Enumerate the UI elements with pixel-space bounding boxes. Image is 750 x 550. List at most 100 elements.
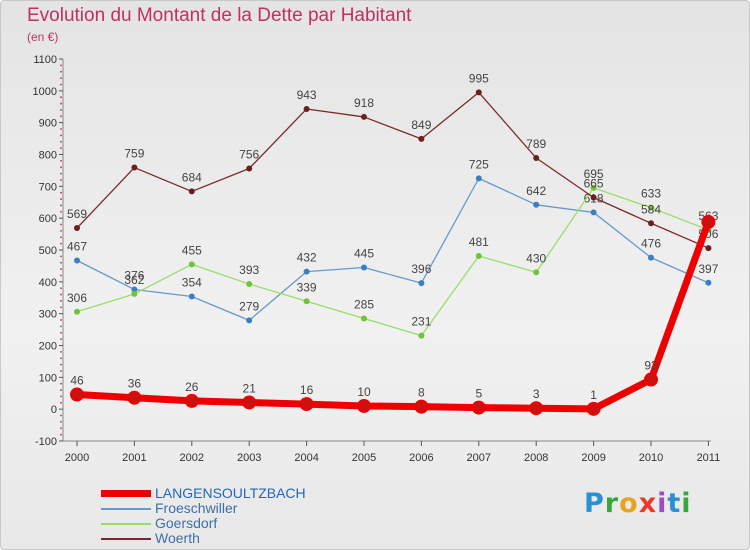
y-tick-label: 100 bbox=[39, 372, 57, 384]
data-point-woerth bbox=[475, 89, 482, 96]
y-minor-tick bbox=[60, 287, 62, 290]
data-label-woerth: 918 bbox=[354, 96, 374, 110]
data-point-woerth bbox=[303, 105, 310, 112]
y-minor-tick bbox=[60, 433, 62, 436]
x-tick-label: 2005 bbox=[352, 452, 376, 464]
x-tick-label: 2007 bbox=[467, 452, 491, 464]
data-point-goersdorf bbox=[590, 184, 597, 191]
y-minor-tick bbox=[60, 293, 62, 296]
x-tick-label: 2011 bbox=[697, 452, 721, 464]
y-minor-tick bbox=[60, 300, 62, 302]
y-minor-tick bbox=[60, 134, 62, 137]
data-point-froeschwiller bbox=[131, 286, 138, 293]
data-label-froeschwiller: 397 bbox=[698, 262, 718, 276]
data-point-goersdorf bbox=[131, 290, 138, 297]
legend-label: Woerth bbox=[155, 530, 200, 546]
y-minor-tick bbox=[60, 370, 62, 372]
legend-swatch bbox=[101, 490, 151, 497]
data-point-woerth bbox=[533, 155, 540, 162]
y-minor-tick bbox=[60, 421, 62, 423]
data-label-goersdorf: 430 bbox=[526, 251, 546, 265]
y-minor-tick bbox=[60, 223, 62, 226]
x-tick-label: 2002 bbox=[180, 452, 204, 464]
data-label-langensoultzbach: 5 bbox=[475, 387, 482, 401]
y-tick-label: 0 bbox=[51, 404, 57, 416]
y-tick-label: 500 bbox=[39, 245, 57, 257]
data-point-langensoultzbach bbox=[127, 390, 142, 405]
data-point-woerth bbox=[74, 225, 80, 232]
y-minor-tick bbox=[60, 179, 62, 181]
data-point-woerth bbox=[590, 194, 597, 201]
y-tick-label: 700 bbox=[39, 181, 57, 193]
y-minor-tick bbox=[60, 357, 62, 360]
data-label-langensoultzbach: 46 bbox=[70, 374, 84, 388]
legend-label: LANGENSOULTZBACH bbox=[155, 485, 306, 501]
data-label-goersdorf: 339 bbox=[297, 280, 317, 294]
y-minor-tick bbox=[60, 230, 62, 232]
y-minor-tick bbox=[60, 395, 62, 398]
data-point-froeschwiller bbox=[418, 280, 425, 287]
data-point-langensoultzbach bbox=[242, 395, 257, 410]
data-point-woerth bbox=[418, 135, 425, 142]
y-minor-tick bbox=[60, 128, 62, 130]
data-point-langensoultzbach bbox=[70, 387, 84, 402]
data-point-woerth bbox=[361, 113, 367, 120]
x-tick-label: 2003 bbox=[237, 452, 261, 464]
data-point-goersdorf bbox=[475, 253, 482, 260]
data-point-froeschwiller bbox=[246, 317, 253, 324]
data-label-woerth: 684 bbox=[182, 170, 202, 184]
data-point-goersdorf bbox=[361, 315, 367, 322]
y-minor-tick bbox=[60, 274, 62, 277]
x-tick-label: 2001 bbox=[122, 452, 146, 464]
x-tick-label: 2004 bbox=[294, 452, 318, 464]
data-point-froeschwiller bbox=[590, 209, 597, 216]
legend-label: Froeschwiller bbox=[155, 500, 238, 516]
series-line-froeschwiller bbox=[76, 177, 710, 322]
data-label-woerth: 943 bbox=[297, 88, 317, 102]
data-label-langensoultzbach: 8 bbox=[418, 386, 425, 400]
y-tick-label: 300 bbox=[39, 309, 57, 321]
data-point-goersdorf bbox=[648, 204, 654, 211]
y-minor-tick bbox=[60, 159, 62, 162]
legend-label: Goersdorf bbox=[155, 515, 218, 531]
data-point-langensoultzbach bbox=[414, 399, 429, 414]
y-minor-tick bbox=[60, 242, 62, 245]
legend-item-woerth: Woerth bbox=[101, 531, 306, 546]
x-tick-label: 2010 bbox=[639, 452, 663, 464]
y-minor-tick bbox=[60, 319, 62, 321]
data-label-goersdorf: 455 bbox=[182, 243, 202, 257]
y-minor-tick bbox=[60, 338, 62, 341]
y-minor-tick bbox=[60, 306, 62, 309]
data-label-langensoultzbach: 3 bbox=[533, 387, 540, 401]
y-tick-label: 1100 bbox=[33, 54, 57, 66]
data-label-froeschwiller: 396 bbox=[411, 262, 431, 276]
data-point-woerth bbox=[246, 165, 253, 172]
chart-unit: (en €) bbox=[27, 30, 59, 44]
y-minor-tick bbox=[60, 96, 62, 99]
series-line-goersdorf bbox=[76, 187, 710, 337]
data-label-froeschwiller: 642 bbox=[526, 184, 546, 198]
data-label-woerth: 584 bbox=[641, 202, 661, 216]
data-label-woerth: 756 bbox=[239, 148, 259, 162]
y-tick-label: 400 bbox=[39, 277, 57, 289]
data-point-goersdorf bbox=[246, 281, 253, 288]
y-minor-tick bbox=[60, 331, 62, 334]
legend-swatch bbox=[101, 537, 151, 540]
data-label-froeschwiller: 432 bbox=[297, 251, 317, 265]
data-point-froeschwiller bbox=[533, 201, 540, 208]
data-point-froeschwiller bbox=[188, 293, 195, 300]
data-point-froeschwiller bbox=[705, 279, 712, 286]
data-label-goersdorf: 306 bbox=[67, 291, 87, 305]
data-label-froeschwiller: 445 bbox=[354, 247, 374, 261]
data-label-langensoultzbach: 10 bbox=[357, 385, 371, 399]
y-minor-tick bbox=[60, 147, 62, 150]
logo-letter: o bbox=[619, 488, 639, 519]
data-label-langensoultzbach: 16 bbox=[300, 383, 314, 397]
data-label-goersdorf: 362 bbox=[124, 273, 144, 287]
data-label-langensoultzbach: 21 bbox=[243, 381, 257, 395]
data-point-woerth bbox=[131, 164, 138, 171]
data-label-goersdorf: 393 bbox=[239, 263, 259, 277]
data-label-froeschwiller: 476 bbox=[641, 237, 661, 251]
data-point-goersdorf bbox=[188, 261, 195, 268]
